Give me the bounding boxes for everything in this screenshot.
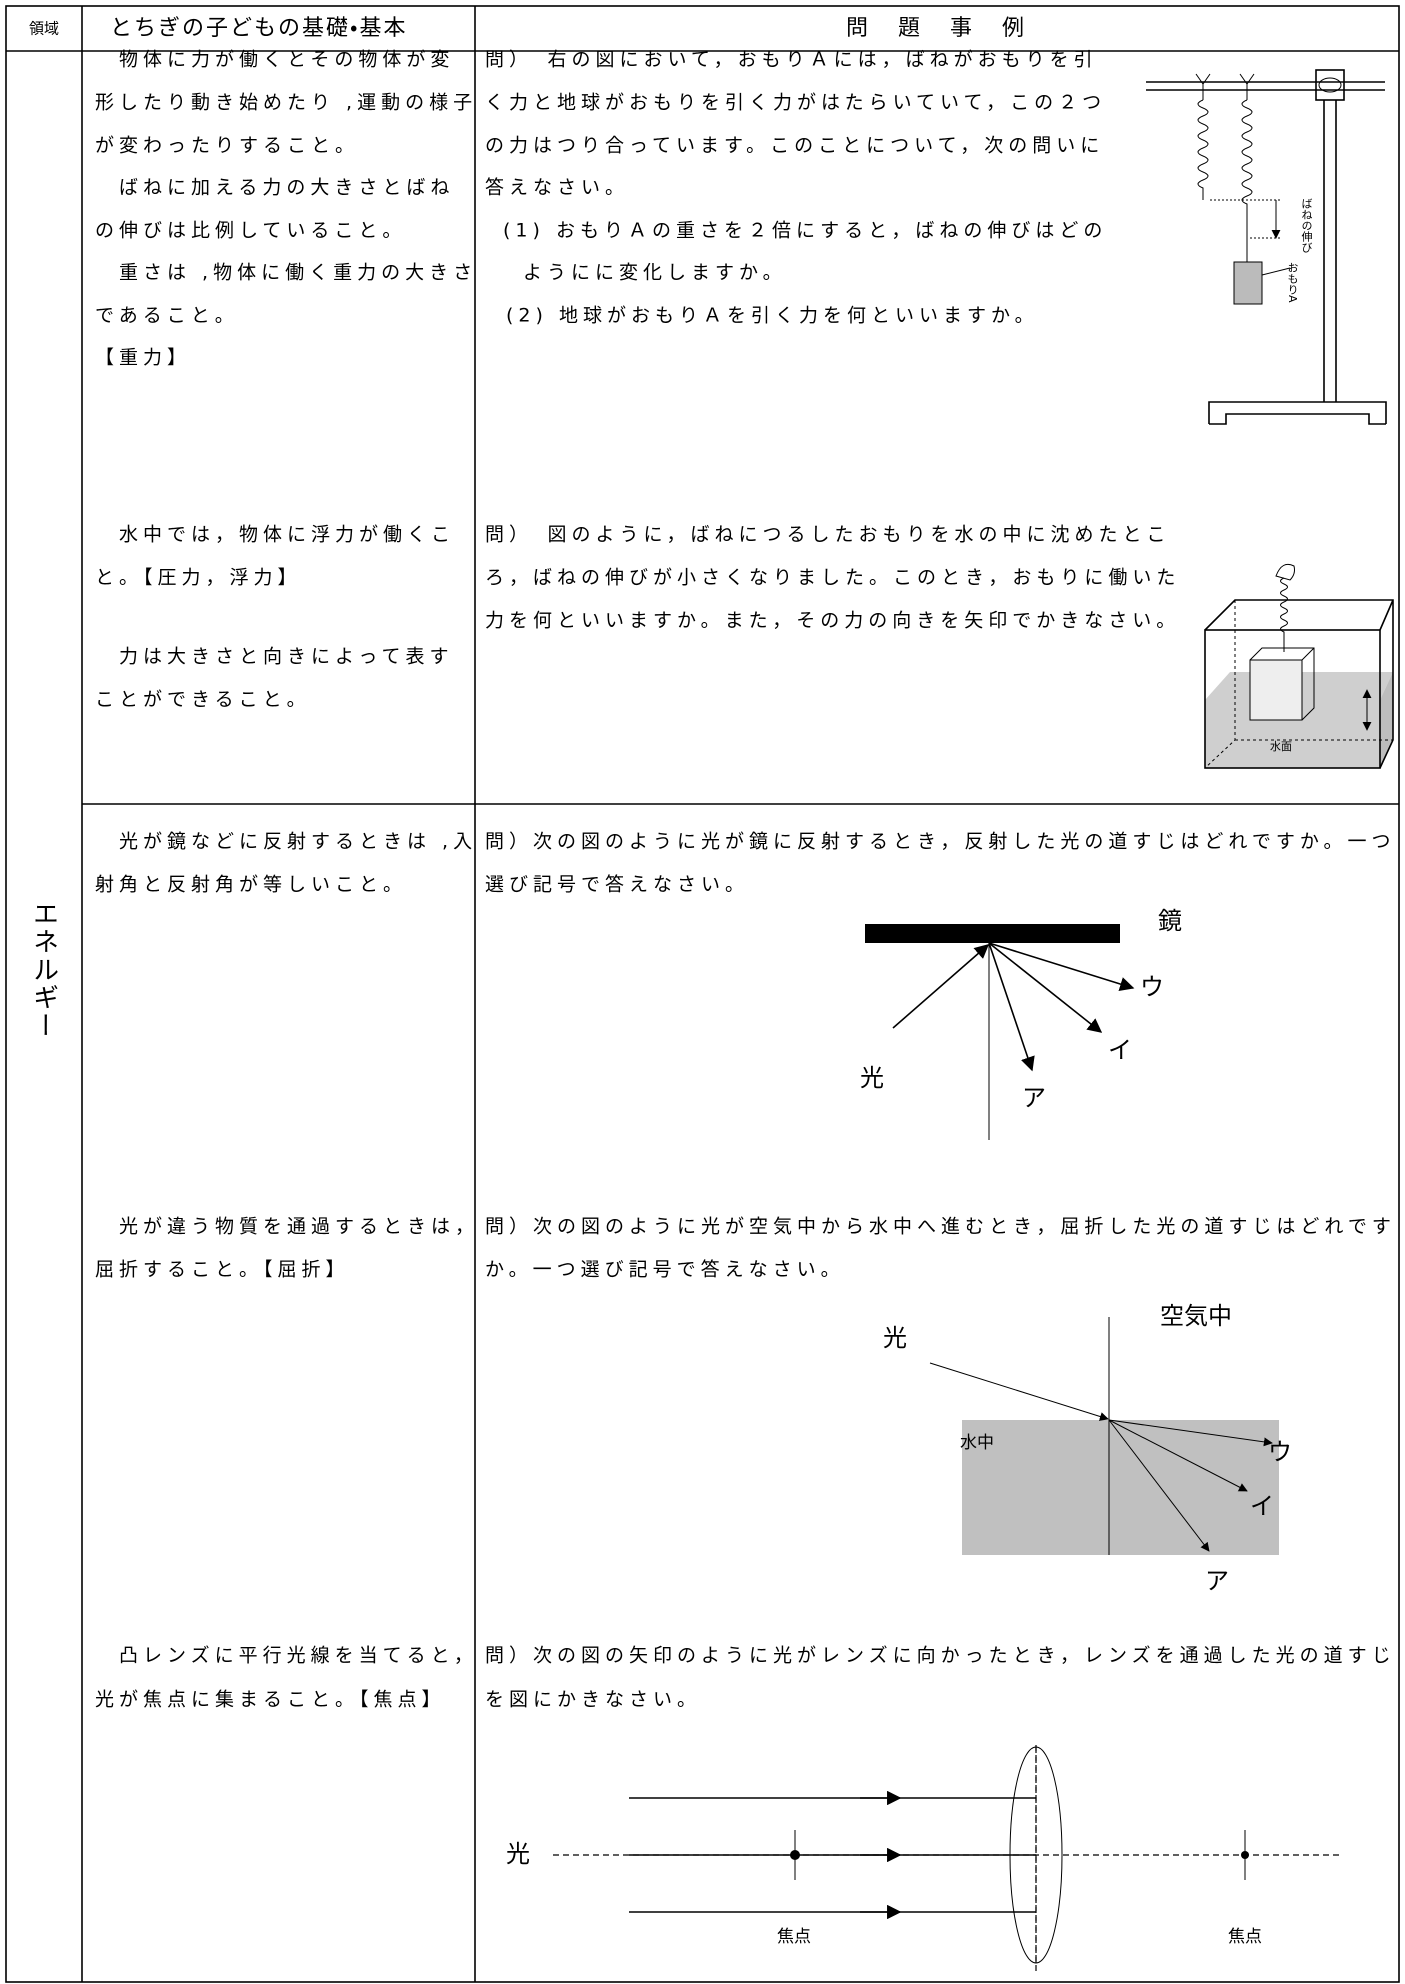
spring-figure-part [1208,401,1387,425]
basics-line: であること。 [95,305,239,327]
basics-line: 水中では，物体に浮力が働くこ [95,524,455,546]
spring-figure-part [1315,69,1345,101]
lens-figure-part [790,1850,800,1860]
basics-line: 形したり動き始めたり ,運動の様子 [95,92,477,114]
question-line: ろ，ばねの伸びが小さくなりました。このとき，おもりに働いた [485,567,1180,589]
figure-label: 焦点 [777,1927,811,1947]
reflection-figure-part [988,942,1103,1033]
water-tank-figure-part [1249,659,1303,721]
figure-label: 光 [860,1064,884,1092]
basics-line: ばねに加える力の大きさとばね [95,177,454,199]
reflection-figure-part [865,924,1120,943]
figure-label: ウ [1140,973,1164,1001]
water-tank-figure-part [1204,600,1393,769]
refraction-figure-part [962,1420,1279,1555]
question-line: (2) 地球がおもりＡを引く力を何といいますか。 [506,305,1039,327]
figure-label: 鏡 [1158,907,1182,935]
header-basics: とちぎの子どもの基礎・基本 [110,16,407,41]
figure-label: 光 [506,1840,530,1868]
water-tank-figure-part [1204,599,1394,769]
spring-figure-part [1261,267,1291,276]
lens-figure-part [1241,1851,1249,1859]
water-tank-figure-part [1275,563,1295,581]
refraction-figure-part [1108,1419,1248,1492]
water-tank-figure-part [1249,647,1315,721]
basics-line: ことができること。 [95,689,311,711]
spring-figure-part [1241,99,1253,245]
water-tank-figure-part [1380,672,1393,768]
section-reflection: 光が鏡などに反射するときは ,入 射角と反射角が等しいこと。 問）次の図のように… [95,831,1395,1140]
figure-label: 水中 [960,1433,994,1453]
basics-line: 光が焦点に集まること。【焦点】 [95,1689,446,1711]
question-line: 答えなさい。 [485,177,629,199]
figure-label: 水面 [1270,740,1292,753]
refraction-figure-part [1108,1419,1273,1447]
question-line: か。一つ選び記号で答えなさい。 [485,1259,845,1281]
refraction-figure-part [929,1362,1109,1421]
figure-label: ばねの伸び [1300,198,1313,253]
question-line: 問）次の図のように光が鏡に反射するとき，反射した光の道すじはどれですか。一つ [485,831,1395,853]
figure-label: ア [1205,1567,1229,1595]
water-tank-figure-part [1204,629,1381,769]
reflection-figure-part [988,942,1135,992]
water-tank-figure-part [1280,577,1288,652]
figure-label: ウ [1268,1438,1292,1466]
domain-label: エネルギー [28,900,59,1040]
spring-figure-part [1239,73,1255,100]
basics-line: 屈折すること。【屈折】 [95,1259,350,1281]
section-refraction: 光が違う物質を通過するときは， 屈折すること。【屈折】 問）次の図のように光が空… [95,1216,1396,1596]
question-line: の力はつり合っています。このことについて，次の問いに [485,135,1104,157]
question-line: 問） 図のように，ばねにつるしたおもりを水の中に沈めたとこ [485,524,1171,546]
reflection-figure: 鏡 ウ イ ア 光 [860,907,1182,1140]
figure-label: イ [1108,1036,1132,1064]
refraction-figure: 空気中 光 水中 ウ イ ア [883,1302,1292,1595]
basics-line: 力は大きさと向きによって表す [95,646,453,668]
figure-label: 空気中 [1160,1302,1232,1330]
basics-line: 凸レンズに平行光線を当てると， [95,1645,478,1667]
basics-line: が変わったりすること。 [95,135,359,157]
basics-line: 光が鏡などに反射するときは ,入 [95,831,477,853]
question-line: 問）次の図のように光が空気中から水中へ進むとき，屈折した光の道すじはどれです [485,1216,1396,1238]
spring-figure-part [1318,77,1342,93]
basics-line: と。【圧力，浮力】 [95,567,302,589]
figure-label: おもりA [1286,262,1299,303]
figure-label: イ [1250,1492,1274,1520]
figure-label: 光 [883,1324,907,1352]
section-gravity: 物体に力が働くとその物体が変 形したり動き始めたり ,運動の様子 が変わったりす… [95,49,1387,425]
basics-line: 重さは ,物体に働く重力の大きさ [95,262,477,284]
lens-figure: 光 焦点 焦点 [506,1745,1342,1975]
question-line: (1) おもりＡの重さを２倍にすると，ばねの伸びはどの [503,220,1107,242]
section-lens: 凸レンズに平行光線を当てると， 光が焦点に集まること。【焦点】 問）次の図の矢印… [95,1645,1396,1975]
basics-line: 射角と反射角が等しいこと。 [95,874,407,896]
question-line: を図にかきなさい。 [485,1689,701,1711]
basics-line: の伸びは比例していること。 [95,220,406,242]
question-line: ようにに変化しますか。 [523,262,787,284]
water-tank-figure: 水面 [1204,563,1394,769]
question-line: 選び記号で答えなさい。 [485,874,749,896]
question-line: 問） 右の図において，おもりＡには，ばねがおもりを引 [485,49,1098,71]
question-line: 力を何といいますか。また，その力の向きを矢印でかきなさい。 [485,610,1180,632]
figure-label: 焦点 [1228,1927,1262,1947]
question-line: 問）次の図の矢印のように光がレンズに向かったとき，レンズを通過した光の道すじ [485,1645,1396,1667]
table-grid [5,5,1400,1983]
spring-figure-part [1233,261,1263,305]
refraction-figure-part [1108,1419,1210,1552]
header-domain: 領域 [29,20,59,38]
question-line: く力と地球がおもりを引く力がはたらいていて，この２つ [485,92,1106,114]
spring-figure-part [1197,99,1209,200]
header-examples: 問 題 事 例 [846,16,1028,41]
table-grid-part [5,5,1400,1983]
spring-figure-part [1195,73,1211,100]
spring-figure: ばねの伸び おもりA [1146,69,1387,425]
reflection-figure-part [988,942,1035,1072]
reflection-figure-part [892,944,990,1029]
basics-line: 物体に力が働くとその物体が変 [95,49,454,71]
basics-line: 光が違う物質を通過するときは， [95,1216,479,1238]
section-buoyancy: 水中では，物体に浮力が働くこ と。【圧力，浮力】 力は大きさと向きによって表す … [95,524,1394,769]
figure-label: ア [1022,1084,1046,1112]
basics-line: 【重力】 [95,347,191,369]
